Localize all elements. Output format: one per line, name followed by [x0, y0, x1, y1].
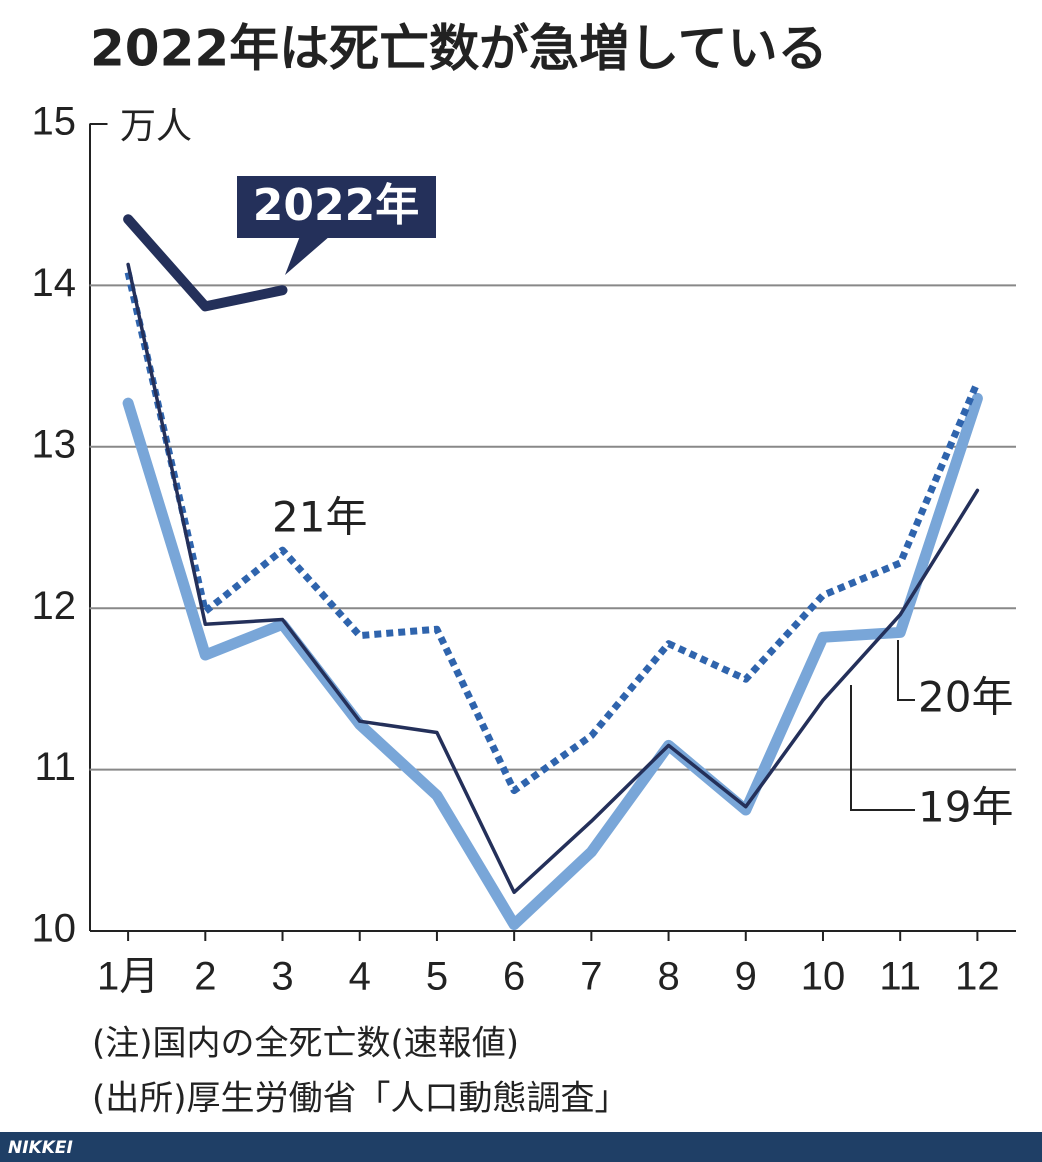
- y-tick-label: 11: [34, 745, 76, 789]
- series-line: [124, 271, 981, 795]
- x-tick-label: 6: [503, 955, 525, 999]
- y-tick-label: 14: [32, 261, 77, 305]
- x-tick-label: 2: [194, 955, 216, 999]
- series-label: 19年: [918, 783, 1013, 832]
- x-tick-label: 8: [657, 955, 679, 999]
- x-tick-label: 4: [349, 955, 371, 999]
- y-tick-label: 15: [32, 100, 77, 144]
- x-tick-label: 3: [271, 955, 293, 999]
- x-tick-label: 11: [879, 955, 921, 999]
- y-tick-label: 12: [32, 584, 77, 628]
- unit-label: 万人: [120, 106, 192, 147]
- x-tick-label: 10: [801, 955, 846, 999]
- leader-line: [850, 685, 915, 811]
- source: (出所)厚生労働省「人口動態調査」: [92, 1079, 629, 1119]
- footer-bar: [0, 1132, 1042, 1162]
- series-label: 21年: [272, 493, 367, 542]
- series-line: [122, 392, 983, 930]
- note: (注)国内の全死亡数(速報値): [92, 1024, 519, 1064]
- leader-line: [897, 640, 915, 701]
- plot: 10 11 12 13 14 15 1月 2 3 4 5 6 7 8 9 10 11 12: [32, 100, 1016, 999]
- x-tick-label: 7: [580, 955, 602, 999]
- label-pointer: [285, 236, 330, 275]
- series-line: [126, 262, 980, 895]
- series-label: 2022年: [253, 180, 419, 231]
- y-tick-label: 13: [32, 422, 77, 466]
- x-tick-label: 1月: [97, 955, 159, 999]
- x-tick-label: 5: [426, 955, 448, 999]
- footer-brand: NIKKEI: [8, 1138, 73, 1158]
- chart-title: 2022年は死亡数が急増している: [90, 20, 828, 78]
- series-label: 20年: [918, 673, 1013, 722]
- x-tick-label: 9: [735, 955, 757, 999]
- label-box: [237, 176, 436, 238]
- y-tick-label: 10: [32, 907, 77, 951]
- series-line: [123, 214, 288, 312]
- x-tick-label: 12: [955, 955, 1000, 999]
